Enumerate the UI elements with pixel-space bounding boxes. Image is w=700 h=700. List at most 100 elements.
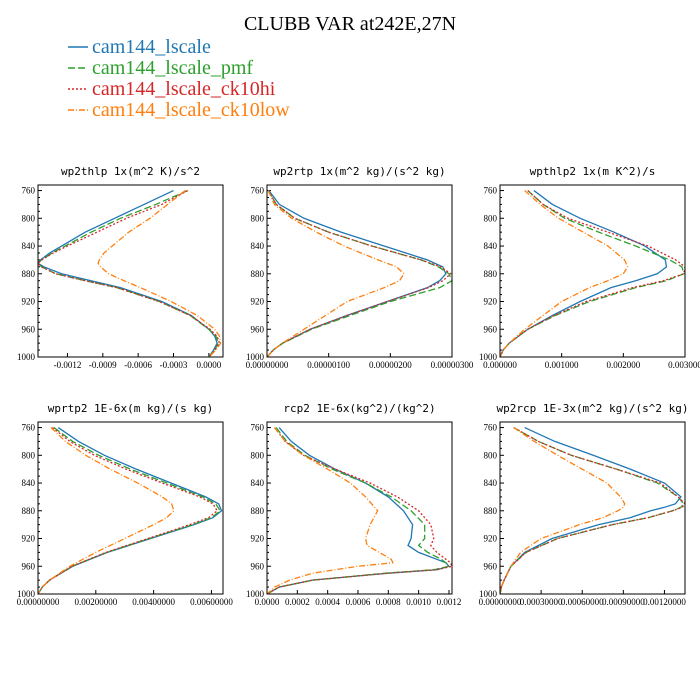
y-tick-label: 880	[484, 506, 498, 516]
y-tick-label: 840	[22, 241, 36, 251]
chart-panel: wprtp2 1E-6x(m kg)/(s kg) 760 800 840 880 920…	[17, 402, 234, 607]
y-tick-label: 840	[484, 478, 498, 488]
legend-label: cam144_lscale_ck10low	[92, 99, 290, 121]
y-tick-label: 800	[22, 450, 36, 460]
panel-title: wpthlp2 1x(m K^2)/s	[530, 165, 656, 178]
y-tick-label: 920	[251, 297, 265, 307]
x-tick-label: 0.00600000	[190, 597, 233, 607]
y-tick-label: 960	[484, 324, 498, 334]
x-tick-label: 0.0010	[406, 597, 431, 607]
y-tick-label: 800	[22, 213, 36, 223]
y-tick-label: 760	[251, 423, 265, 433]
y-tick-label: 760	[251, 186, 265, 196]
y-tick-label: 840	[251, 478, 265, 488]
x-tick-label: 0.00000000	[246, 360, 289, 370]
y-tick-label: 800	[251, 450, 265, 460]
series-line	[500, 426, 682, 594]
series-line	[38, 189, 218, 357]
x-tick-label: 0.00400000	[132, 597, 175, 607]
series-line	[267, 427, 451, 594]
chart-panel: wp2thlp 1x(m^2 K)/s^2 760 800 840 880 920 960 1…	[17, 165, 224, 370]
x-tick-label: 0.002000	[606, 360, 640, 370]
x-tick-label: 0.00000000	[479, 597, 522, 607]
series-line	[500, 427, 626, 594]
y-tick-label: 1000	[246, 352, 265, 362]
y-tick-label: 1000	[479, 352, 498, 362]
y-tick-label: 920	[22, 534, 36, 544]
series-line	[267, 190, 405, 357]
x-tick-label: 0.00000200	[369, 360, 412, 370]
y-tick-label: 800	[484, 213, 498, 223]
y-tick-label: 960	[22, 561, 36, 571]
series-line	[267, 190, 452, 357]
x-tick-label: -0.0003	[160, 360, 188, 370]
series-line	[267, 427, 451, 594]
x-tick-label: 0.00060000	[561, 597, 604, 607]
y-tick-label: 840	[484, 241, 498, 251]
y-tick-label: 1000	[479, 589, 498, 599]
series-line	[38, 427, 221, 594]
x-tick-label: 0.00000300	[431, 360, 474, 370]
series-line	[500, 190, 629, 357]
plot-frame	[37, 421, 224, 595]
y-tick-label: 920	[251, 534, 265, 544]
y-tick-label: 1000	[246, 589, 265, 599]
y-tick-label: 920	[484, 297, 498, 307]
x-tick-label: 0.003000	[668, 360, 700, 370]
y-tick-label: 760	[22, 423, 36, 433]
x-tick-label: 0.0008	[376, 597, 401, 607]
plot-frame	[37, 184, 224, 358]
panel-title: wp2rcp 1E-3x(m^2 kg)/(s^2 kg)	[496, 402, 688, 415]
y-tick-label: 960	[251, 324, 265, 334]
x-tick-label: 0.0006	[346, 597, 371, 607]
x-tick-label: 0.0000	[196, 360, 221, 370]
y-tick-label: 1000	[17, 589, 36, 599]
x-tick-label: 0.00200000	[74, 597, 117, 607]
series-line	[500, 426, 685, 594]
series-line	[267, 427, 452, 594]
y-tick-label: 1000	[17, 352, 36, 362]
y-tick-label: 960	[484, 561, 498, 571]
series-line	[500, 190, 685, 357]
x-tick-label: 0.0000	[255, 597, 280, 607]
figure-title: CLUBB VAR at242E,27N	[244, 13, 456, 35]
plot-frame	[499, 184, 686, 358]
y-tick-label: 920	[22, 297, 36, 307]
y-tick-label: 840	[251, 241, 265, 251]
series-line	[97, 190, 222, 357]
y-tick-label: 800	[484, 450, 498, 460]
legend-label: cam144_lscale_pmf	[92, 57, 253, 79]
y-tick-label: 880	[251, 269, 265, 279]
y-tick-label: 880	[484, 269, 498, 279]
series-line	[500, 426, 685, 594]
y-tick-label: 920	[484, 534, 498, 544]
x-tick-label: 0.00090000	[602, 597, 645, 607]
x-tick-label: 0.00000100	[307, 360, 350, 370]
y-tick-label: 960	[22, 324, 36, 334]
legend-label: cam144_lscale	[92, 36, 211, 58]
x-tick-label: 0.00120000	[643, 597, 686, 607]
panel-title: rcp2 1E-6x(kg^2)/(kg^2)	[283, 402, 435, 415]
y-tick-label: 880	[22, 506, 36, 516]
chart-panel: wp2rcp 1E-3x(m^2 kg)/(s^2 kg) 760 800 840 88…	[479, 402, 689, 607]
series-line	[267, 190, 447, 357]
series-line	[267, 427, 394, 594]
x-tick-label: -0.0009	[89, 360, 117, 370]
panel-title: wprtp2 1E-6x(m kg)/(s kg)	[48, 402, 214, 415]
x-tick-label: -0.0006	[124, 360, 152, 370]
y-tick-label: 960	[251, 561, 265, 571]
series-line	[38, 427, 223, 594]
chart-panel: wp2rtp 1x(m^2 kg)/(s^2 kg) 760 800 840 880 92…	[246, 165, 474, 370]
chart-panel: wpthlp2 1x(m K^2)/s 760 800 840 880 920 960 100…	[479, 165, 700, 370]
chart-panel: rcp2 1E-6x(kg^2)/(kg^2) 760 800 840 880 920 96…	[246, 402, 461, 607]
x-tick-label: 0.000000	[483, 360, 517, 370]
series-line	[267, 190, 452, 357]
plot-frame	[266, 421, 453, 595]
y-tick-label: 800	[251, 213, 265, 223]
x-tick-label: -0.0012	[54, 360, 82, 370]
series-line	[38, 427, 175, 594]
series-line	[500, 190, 685, 357]
y-tick-label: 760	[22, 186, 36, 196]
